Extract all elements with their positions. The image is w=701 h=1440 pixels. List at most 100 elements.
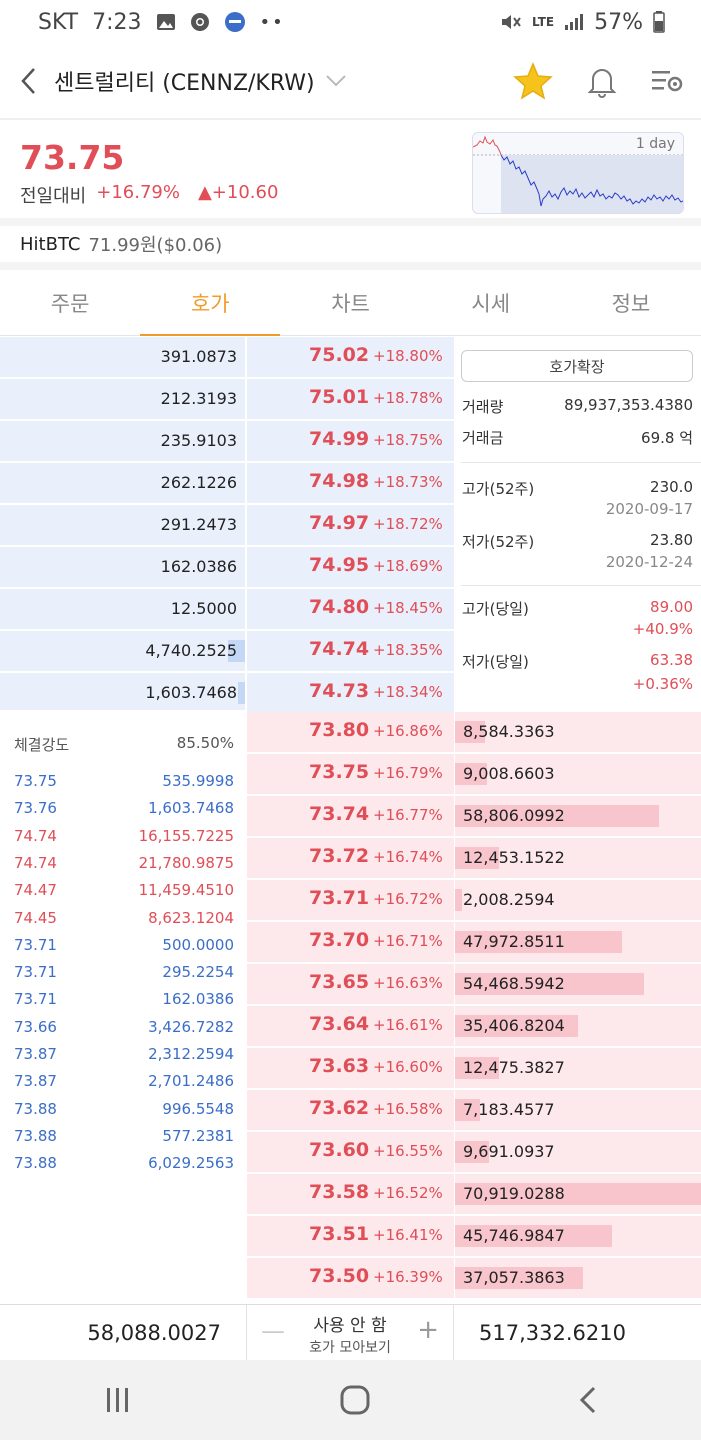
back-nav-icon[interactable]: [578, 1385, 598, 1415]
bid-qty-cell: 47,972.8511: [455, 922, 701, 962]
ask-row[interactable]: 235.9103 74.99 +18.75%: [0, 421, 701, 461]
bid-row[interactable]: 73.64 +16.61% 35,406.8204: [0, 1006, 701, 1046]
tab-orderbook[interactable]: 호가: [140, 270, 281, 336]
tab-info[interactable]: 정보: [611, 291, 651, 316]
ask-row[interactable]: 4,740.2525 74.74 +18.35%: [0, 631, 701, 671]
ask-row[interactable]: 262.1226 74.98 +18.73%: [0, 463, 701, 503]
bid-price-cell[interactable]: 73.70 +16.71%: [247, 922, 454, 962]
bid-price-cell[interactable]: 73.72 +16.74%: [247, 838, 454, 878]
more-notifications-icon: ••: [259, 11, 285, 33]
plus-icon[interactable]: +: [417, 1315, 439, 1345]
signal-icon: [565, 14, 584, 30]
bid-price-cell[interactable]: 73.74 +16.77%: [247, 796, 454, 836]
ask-price-cell[interactable]: 75.02 +18.80%: [247, 337, 454, 377]
change-label: 전일대비: [20, 186, 87, 207]
tab-order[interactable]: 주문: [50, 291, 90, 316]
bid-price-cell[interactable]: 73.75 +16.79%: [247, 754, 454, 794]
home-icon[interactable]: [339, 1384, 371, 1416]
high-today-row: 고가(당일) 89.00: [462, 598, 693, 619]
group-setting-value[interactable]: 사용 안 함: [313, 1316, 387, 1336]
bid-qty-bar: [455, 1057, 500, 1079]
ask-price-cell[interactable]: 74.98 +18.73%: [247, 463, 454, 503]
bid-qty-cell: 45,746.9847: [455, 1216, 701, 1256]
order-book: 391.0873 75.02 +18.80% 212.3193 75.01 +18.78%…: [0, 336, 701, 1298]
bid-price-cell[interactable]: 73.60 +16.55%: [247, 1132, 454, 1172]
bid-row[interactable]: 73.75 +16.79% 9,008.6603: [0, 754, 701, 794]
back-button[interactable]: [10, 63, 46, 99]
bell-icon[interactable]: [587, 64, 617, 98]
bid-price: 73.51: [309, 1223, 370, 1245]
high52-label: 고가(52주): [462, 480, 535, 498]
bid-row[interactable]: 73.51 +16.41% 45,746.9847: [0, 1216, 701, 1256]
bid-price-cell[interactable]: 73.65 +16.63%: [247, 964, 454, 1004]
bid-qty-bar: [455, 1141, 490, 1163]
chevron-down-icon[interactable]: [325, 74, 347, 88]
ask-price: 74.99: [309, 428, 370, 450]
high52-value: 230.0: [650, 478, 693, 496]
bid-price-cell[interactable]: 73.50 +16.39%: [247, 1258, 454, 1298]
bid-row[interactable]: 73.60 +16.55% 9,691.0937: [0, 1132, 701, 1172]
ask-price: 74.74: [309, 638, 370, 660]
tab-market-price[interactable]: 시세: [471, 291, 511, 316]
ask-row[interactable]: 212.3193 75.01 +18.78%: [0, 379, 701, 419]
ask-row[interactable]: 12.5000 74.80 +18.45%: [0, 589, 701, 629]
expand-orderbook-button[interactable]: 호가확장: [461, 350, 693, 382]
bid-price-cell[interactable]: 73.62 +16.58%: [247, 1090, 454, 1130]
high-today-pct: +40.9%: [632, 620, 693, 638]
ask-change-pct: +18.78%: [373, 389, 443, 407]
bid-total: 517,332.6210: [479, 1320, 626, 1345]
ask-price-cell[interactable]: 75.01 +18.78%: [247, 379, 454, 419]
bid-price-cell[interactable]: 73.80 +16.86%: [247, 712, 454, 752]
ask-price-cell[interactable]: 74.80 +18.45%: [247, 589, 454, 629]
trade-price: 73.88: [14, 1126, 57, 1145]
tab-chart[interactable]: 차트: [331, 291, 370, 316]
bid-qty-bar: [455, 931, 623, 953]
trade-row: 73.88 996.5548: [14, 1100, 234, 1118]
bid-row[interactable]: 73.65 +16.63% 54,468.5942: [0, 964, 701, 1004]
trade-strength: 체결강도 85.50%: [14, 734, 234, 755]
bid-qty-bar: [455, 805, 660, 827]
ask-row[interactable]: 1,603.7468 74.73 +18.34%: [0, 673, 701, 713]
low-today-pct: +0.36%: [632, 675, 693, 693]
ask-price-cell[interactable]: 74.74 +18.35%: [247, 631, 454, 671]
bid-row[interactable]: 73.74 +16.77% 58,806.0992: [0, 796, 701, 836]
bid-price: 73.50: [309, 1265, 370, 1287]
trade-price: 73.75: [14, 772, 57, 790]
bid-row[interactable]: 73.72 +16.74% 12,453.1522: [0, 838, 701, 878]
ask-row[interactable]: 291.2473 74.97 +18.72%: [0, 505, 701, 545]
recent-apps-icon[interactable]: [103, 1386, 133, 1414]
mini-price-chart[interactable]: 1 day: [472, 132, 684, 214]
bid-row[interactable]: 73.80 +16.86% 8,584.3363: [0, 712, 701, 752]
ask-price-cell[interactable]: 74.73 +18.34%: [247, 673, 454, 713]
bid-qty: 54,468.5942: [463, 974, 565, 993]
ask-qty: 1,603.7468: [145, 683, 237, 702]
minus-icon[interactable]: —: [261, 1317, 285, 1345]
trade-row: 74.45 8,623.1204: [14, 909, 234, 927]
bid-price: 73.64: [309, 1013, 370, 1035]
bid-qty: 37,057.3863: [463, 1268, 565, 1287]
bid-row[interactable]: 73.62 +16.58% 7,183.4577: [0, 1090, 701, 1130]
bid-price-cell[interactable]: 73.58 +16.52%: [247, 1174, 454, 1214]
bid-price-cell[interactable]: 73.64 +16.61%: [247, 1006, 454, 1046]
bid-row[interactable]: 73.71 +16.72% 2,008.2594: [0, 880, 701, 920]
bid-price-cell[interactable]: 73.51 +16.41%: [247, 1216, 454, 1256]
trade-price: 73.76: [14, 799, 57, 818]
ask-row[interactable]: 162.0386 74.95 +18.69%: [0, 547, 701, 587]
ask-price-cell[interactable]: 74.99 +18.75%: [247, 421, 454, 461]
favorite-star-icon[interactable]: [513, 62, 553, 100]
settings-icon[interactable]: [651, 68, 683, 94]
bid-row[interactable]: 73.58 +16.52% 70,919.0288: [0, 1174, 701, 1214]
coin-title[interactable]: 센트럴리티 (CENNZ/KRW): [54, 71, 315, 96]
bid-price-cell[interactable]: 73.71 +16.72%: [247, 880, 454, 920]
ask-price-cell[interactable]: 74.97 +18.72%: [247, 505, 454, 545]
ask-row[interactable]: 391.0873 75.02 +18.80%: [0, 337, 701, 377]
bid-row[interactable]: 73.63 +16.60% 12,475.3827: [0, 1048, 701, 1088]
volume-row: 거래량 89,937,353.4380: [462, 396, 693, 417]
ask-price-cell[interactable]: 74.95 +18.69%: [247, 547, 454, 587]
bid-price-cell[interactable]: 73.63 +16.60%: [247, 1048, 454, 1088]
ask-qty: 162.0386: [160, 557, 237, 576]
bid-row[interactable]: 73.50 +16.39% 37,057.3863: [0, 1258, 701, 1298]
bid-row[interactable]: 73.70 +16.71% 47,972.8511: [0, 922, 701, 962]
bid-price: 73.62: [309, 1097, 370, 1119]
bid-qty-bar: [455, 847, 500, 869]
